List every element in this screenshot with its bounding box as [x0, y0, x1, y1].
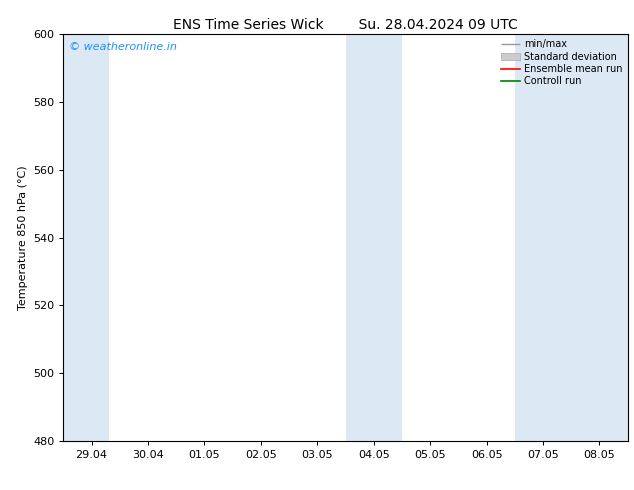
Bar: [346, 34, 402, 441]
Bar: [63, 34, 108, 441]
Title: ENS Time Series Wick        Su. 28.04.2024 09 UTC: ENS Time Series Wick Su. 28.04.2024 09 U…: [173, 18, 518, 32]
Text: © weatheronline.in: © weatheronline.in: [69, 43, 177, 52]
Legend: min/max, Standard deviation, Ensemble mean run, Controll run: min/max, Standard deviation, Ensemble me…: [499, 37, 624, 88]
Bar: [515, 34, 628, 441]
Y-axis label: Temperature 850 hPa (°C): Temperature 850 hPa (°C): [18, 165, 27, 310]
